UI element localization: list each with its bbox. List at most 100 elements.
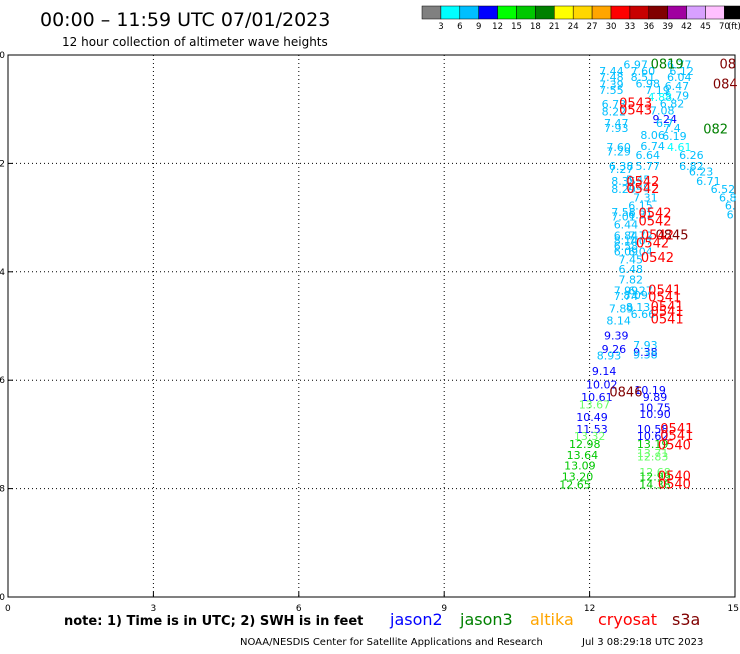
track-time-label: 0541 — [648, 291, 681, 306]
wave-height-value: 13.09 — [564, 460, 596, 473]
wave-height-value: 10.62 — [637, 430, 669, 443]
wave-height-value: 9.14 — [592, 365, 617, 378]
satellite-legend-cryosat: cryosat — [598, 610, 657, 629]
wave-height-values: 6.97 6.77 7.44 7.60 6.12 7.48 8.51 6.04 7.39 6.98… — [559, 59, 736, 492]
colorbar-swatch — [705, 5, 725, 20]
colorbar-tick-label: 45 — [700, 22, 711, 32]
wave-height-value: 6.7 — [656, 117, 674, 130]
y-tick-label: -34 — [0, 268, 5, 278]
wave-height-value: 7.48 — [599, 71, 624, 84]
wave-height-value: 13.71 — [637, 447, 669, 460]
colorbar-tick-label: 12 — [492, 22, 503, 32]
footer-timestamp: Jul 3 08:29:18 UTC 2023 — [581, 637, 703, 648]
wave-height-value: 8.09 — [623, 289, 648, 302]
wave-height-value: 7.47 — [604, 117, 629, 130]
colorbar-swatch — [459, 5, 479, 20]
wave-height-value: 6.52 — [711, 183, 736, 196]
wave-height-value: 9.38 — [633, 346, 658, 359]
satellite-legend: jason2 jason3 altika cryosat s3a — [389, 610, 700, 629]
colorbar-swatch — [724, 5, 740, 20]
colorbar-tick-label: 15 — [511, 22, 522, 32]
track-time-label: 0540 — [658, 469, 691, 484]
wave-height-value: 13.32 — [574, 430, 606, 443]
colorbar-swatch — [667, 5, 687, 20]
track-time-label: 0845 — [655, 228, 688, 243]
page-subtitle: 12 hour collection of altimeter wave hei… — [62, 35, 328, 49]
wave-height-value: 12.98 — [569, 438, 601, 451]
colorbar-swatch — [629, 5, 650, 20]
wave-height-value: 6.74 — [640, 140, 665, 153]
wave-height-value: 8.29 — [611, 183, 636, 196]
colorbar-tick-label: 18 — [530, 22, 541, 32]
wave-height-value: 5.77 — [636, 160, 661, 173]
wave-height-value: 7.19 — [645, 84, 670, 97]
footer-credit: NOAA/NESDIS Center for Satellite Applica… — [240, 637, 543, 648]
colorbar-swatch — [648, 5, 668, 20]
wave-height-value: 7.72 — [628, 229, 653, 242]
colorbar-swatch — [572, 5, 593, 20]
wave-height-value: 4.61 — [667, 141, 692, 154]
track-time-label: 0542 — [641, 251, 674, 266]
track-time-label: 0541 — [651, 300, 684, 315]
wave-height-value: 6.38 — [609, 160, 634, 173]
wave-height-value: 7.93 — [604, 122, 629, 135]
y-tick-label: -32 — [0, 159, 5, 169]
x-tick-label: 6 — [296, 604, 302, 614]
track-time-label: 0540 — [658, 439, 691, 454]
wave-height-value: 7.08 — [650, 105, 675, 118]
colorbar-swatch — [591, 5, 612, 20]
wave-height-value: 6.31 — [628, 209, 653, 222]
y-axis-ticks: -30 -32 -34 -36 -38 -40 — [0, 51, 13, 603]
wave-height-value: 6.27 — [628, 285, 653, 298]
track-time-label: 0541 — [660, 422, 693, 437]
wave-height-value: 6.84 — [614, 229, 639, 242]
colorbar-swatch — [440, 5, 461, 20]
wave-height-value: 7.99 — [614, 285, 639, 298]
wave-height-value: 8.22 — [602, 106, 627, 119]
wave-height-value: 8.14 — [614, 235, 639, 248]
legend-note: note: 1) Time is in UTC; 2) SWH is in fe… — [64, 614, 363, 629]
wave-height-value: 7.82 — [619, 274, 644, 287]
colorbar-tick-label: 70 — [719, 22, 730, 32]
wave-height-value: 7.45 — [619, 254, 644, 267]
colorbar-tick-label: 24 — [568, 22, 579, 32]
colorbar-tick-label: 36 — [643, 22, 654, 32]
wave-height-value: 6.71 — [696, 175, 721, 188]
wave-height-value: 6.19 — [662, 130, 687, 143]
colorbar-tick-label: 3 — [438, 22, 443, 32]
colorbar-tick-label: 33 — [624, 22, 635, 32]
colorbar-swatch — [516, 5, 536, 20]
y-tick-label: -38 — [0, 485, 5, 495]
track-time-label: 082 — [703, 123, 728, 138]
wave-height-value: 7.31 — [633, 191, 658, 204]
wave-height-value: 6.23 — [689, 165, 714, 178]
wave-height-value: 6.73 — [602, 98, 627, 111]
wave-height-value: 12.68 — [639, 466, 671, 479]
wave-height-value: 6.58 — [614, 240, 639, 253]
y-tick-label: -36 — [0, 376, 5, 386]
track-time-label: 0541 — [651, 312, 684, 327]
wave-height-value: 6.47 — [665, 80, 690, 93]
plot-frame — [7, 54, 736, 598]
wave-height-value: 10.75 — [639, 402, 671, 415]
x-axis-ticks: 0 3 6 9 12 15 — [5, 592, 739, 614]
wave-height-value: 6.26 — [679, 149, 704, 162]
wave-height-value: 8.13 — [626, 301, 651, 314]
wave-height-value: 6.12 — [669, 65, 694, 78]
wave-height-value: 6.15 — [628, 199, 653, 212]
colorbar-tick-label: 6 — [457, 22, 462, 32]
wave-height-value: 10.61 — [581, 391, 613, 404]
wave-height-value: 6.44 — [614, 218, 639, 231]
wave-height-value: 6.98 — [636, 78, 661, 91]
wave-height-value: 6.8 — [719, 191, 737, 204]
wave-height-value: 8.93 — [597, 350, 622, 363]
wave-height-value: 11.53 — [576, 423, 608, 436]
wave-height-value: 10.02 — [586, 378, 618, 391]
track-time-label: 0542 — [638, 207, 671, 222]
wave-height-value: 7.39 — [599, 79, 624, 92]
track-time-labels: 0819 080840543054308205420542054205420542… — [609, 58, 737, 493]
wave-height-value: 8.14 — [606, 314, 631, 327]
wave-height-value: 6.64 — [636, 149, 661, 162]
wave-height-value: 7.89 — [609, 302, 634, 315]
